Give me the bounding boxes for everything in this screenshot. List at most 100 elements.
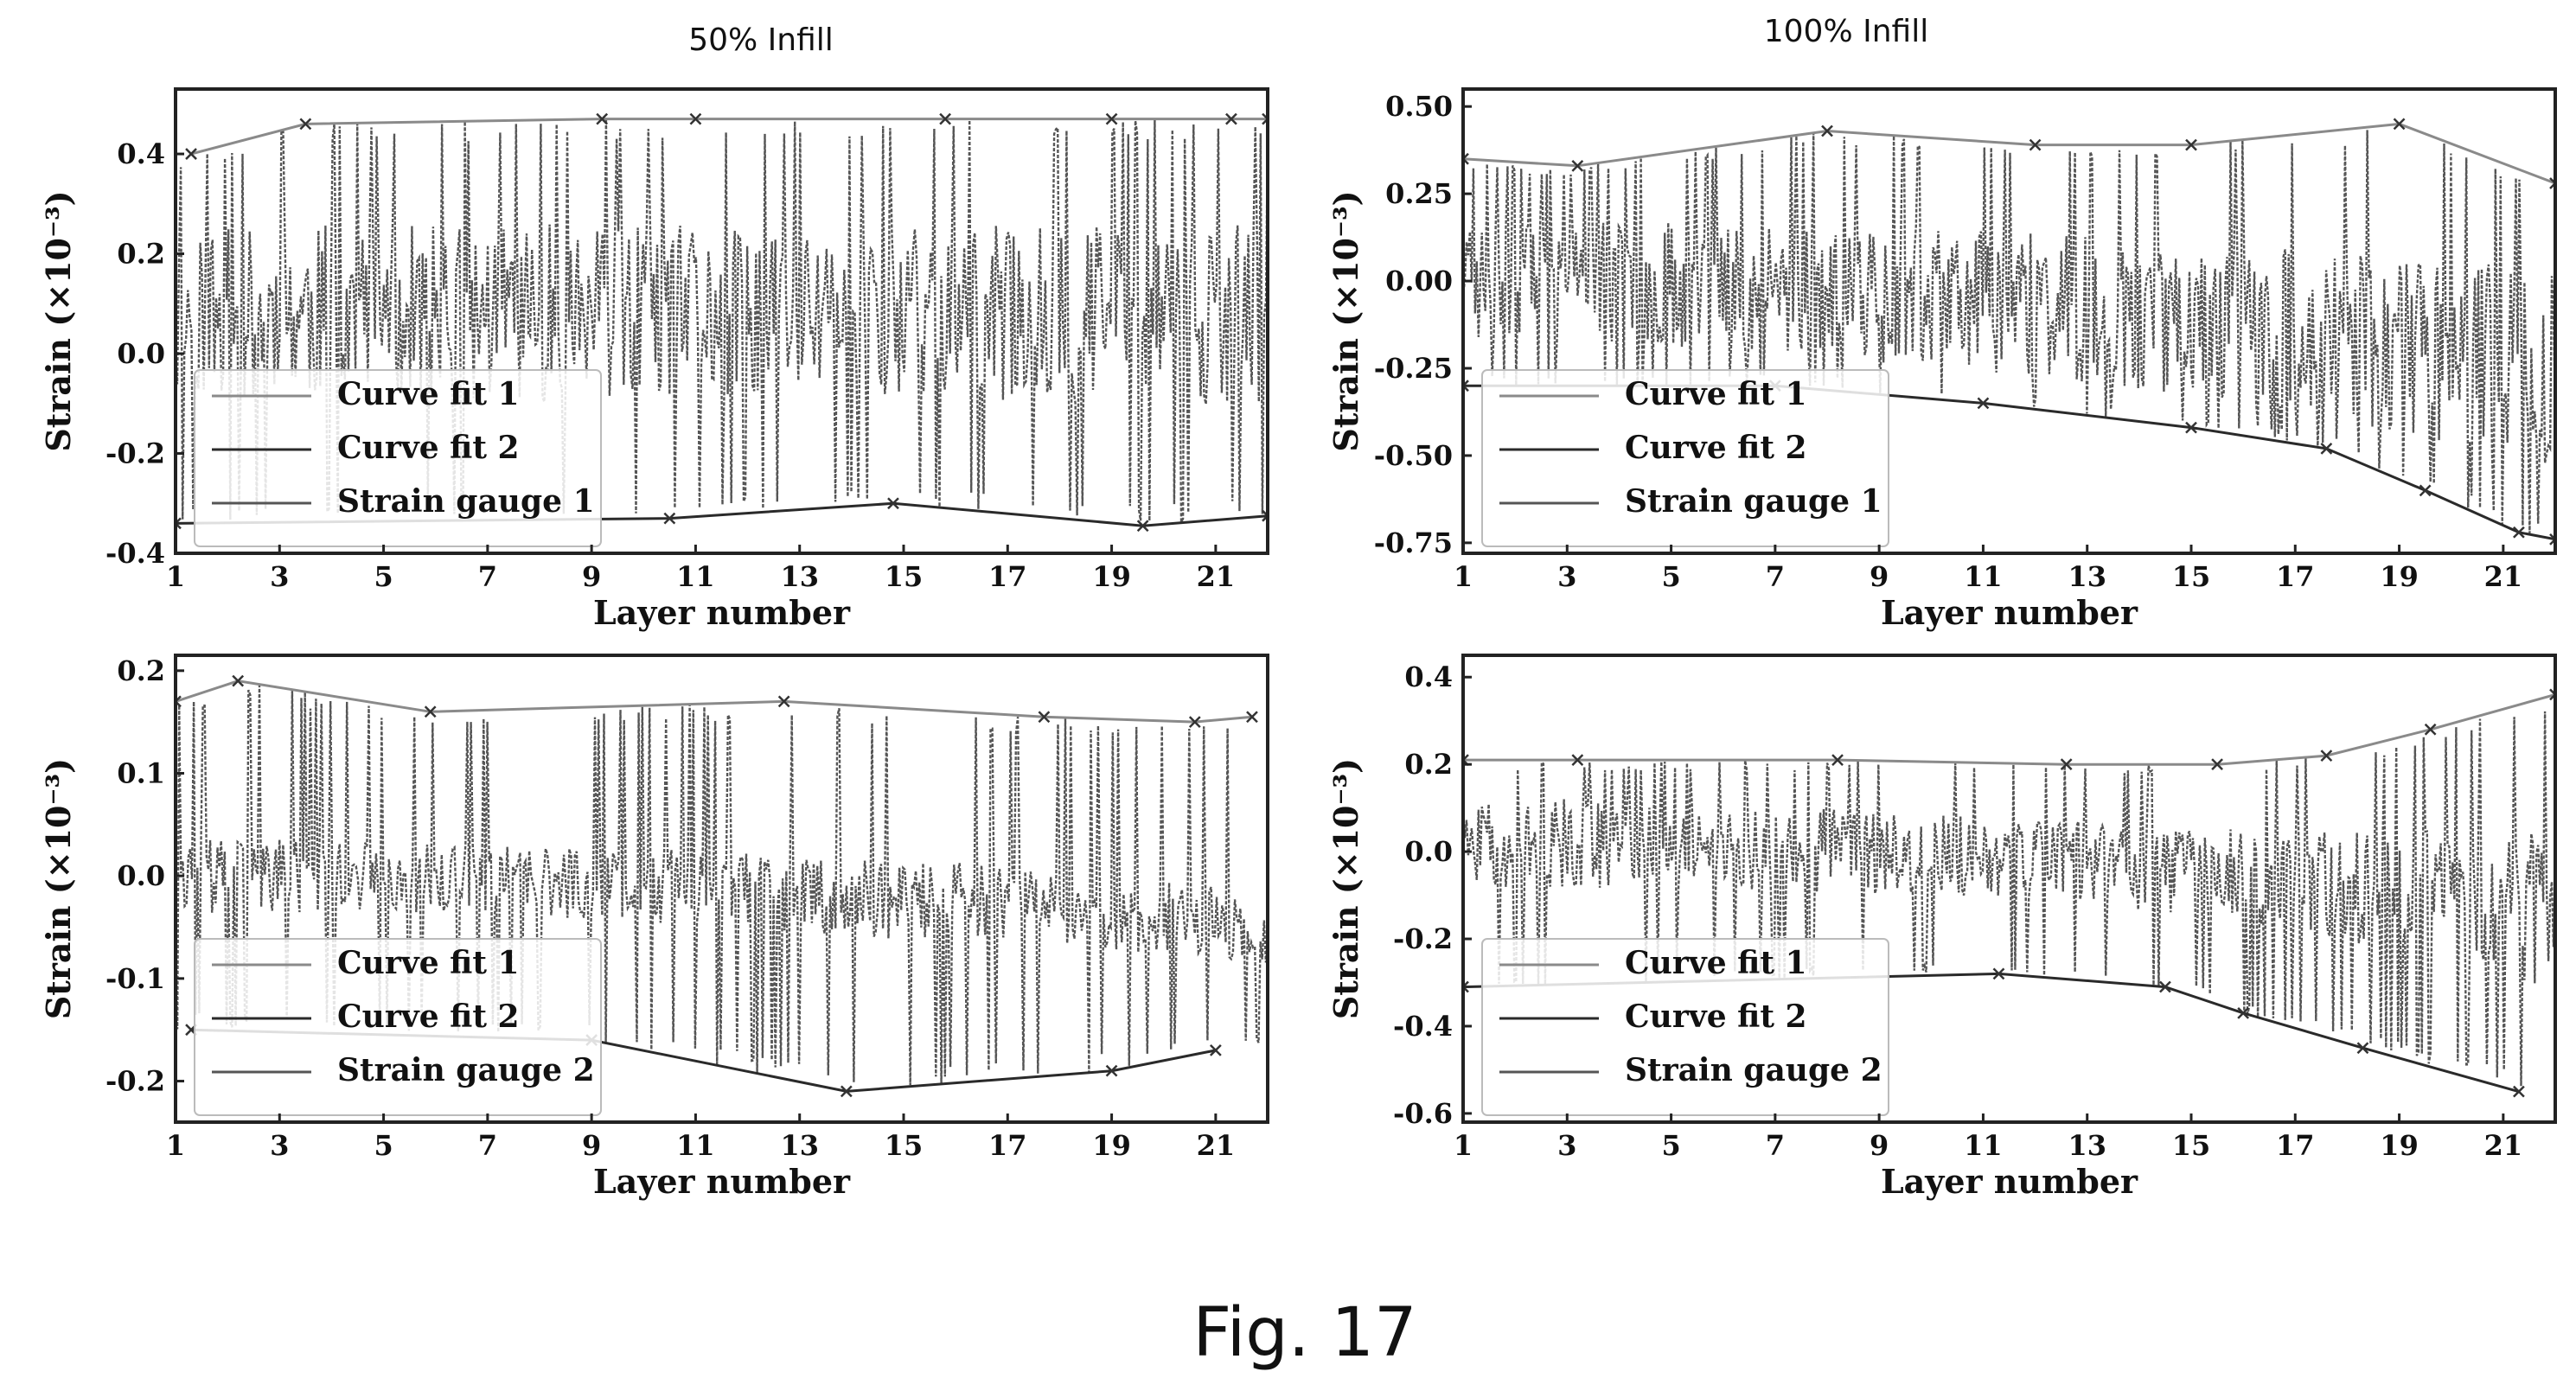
plot-frame	[1461, 87, 2557, 555]
x-tick-label: 19	[1092, 560, 1131, 593]
peak-marker	[2549, 533, 2555, 546]
x-axis-label: Layer number	[593, 593, 851, 632]
y-tick-label: -0.2	[105, 1065, 165, 1098]
x-tick-label: 1	[1454, 560, 1473, 593]
y-tick-label: 0.2	[117, 238, 165, 271]
y-tick-label: -0.6	[1393, 1097, 1453, 1130]
y-tick-label: -0.50	[1374, 439, 1453, 472]
y-axis-label: Strain (×10⁻³)	[39, 190, 78, 451]
legend-entry: Curve fit 1	[337, 945, 520, 981]
x-tick-label: 21	[2484, 1129, 2523, 1162]
curve-fit-1-line	[176, 680, 1253, 724]
x-tick-label: 21	[1197, 560, 1236, 593]
strain-gauge-line	[176, 685, 1268, 1086]
x-tick-label: 5	[1661, 1129, 1680, 1162]
y-axis-label: Strain (×10⁻³)	[39, 758, 78, 1019]
x-tick-label: 7	[1766, 1129, 1785, 1162]
x-tick-label: 11	[1964, 560, 2003, 593]
x-tick-label: 17	[988, 560, 1027, 593]
peak-marker	[1246, 711, 1258, 724]
peak-marker	[1188, 716, 1201, 729]
x-tick-label: 17	[2276, 1129, 2315, 1162]
x-tick-label: 5	[374, 560, 393, 593]
x-tick-label: 9	[1870, 1129, 1889, 1162]
legend-entry: Curve fit 2	[337, 999, 520, 1035]
peak-marker	[2424, 723, 2437, 736]
x-tick-label: 5	[1661, 560, 1680, 593]
y-tick-label: 0.0	[1404, 835, 1453, 868]
y-tick-label: 0.0	[117, 859, 165, 892]
x-tick-label: 15	[2172, 1129, 2211, 1162]
x-tick-label: 15	[885, 560, 924, 593]
peak-marker	[1463, 380, 1469, 392]
plot-frame	[1461, 654, 2557, 1124]
peak-marker	[1463, 152, 1469, 165]
peak-marker	[185, 148, 197, 160]
x-tick-label: 3	[270, 1129, 289, 1162]
x-tick-label: 11	[676, 1129, 715, 1162]
x-tick-label: 7	[478, 1129, 497, 1162]
x-tick-label: 21	[1197, 1129, 1236, 1162]
peak-marker	[596, 112, 609, 125]
x-tick-label: 15	[885, 1129, 924, 1162]
peak-marker	[2320, 750, 2333, 762]
peak-marker	[1225, 112, 1237, 125]
peak-marker	[2513, 1085, 2525, 1098]
y-tick-label: -0.75	[1374, 526, 1453, 559]
legend-entry: Curve fit 1	[1625, 376, 1807, 412]
y-axis-label: Strain (×10⁻³)	[1326, 190, 1365, 451]
x-tick-label: 13	[2068, 560, 2106, 593]
x-tick-label: 7	[478, 560, 497, 593]
peak-marker	[2356, 1042, 2369, 1055]
peak-marker	[1038, 711, 1051, 724]
legend-entry: Strain gauge 1	[1625, 483, 1882, 520]
peak-marker	[939, 112, 951, 125]
peak-marker	[1105, 1064, 1118, 1077]
peak-marker	[2549, 688, 2555, 701]
x-tick-label: 11	[1964, 1129, 2003, 1162]
y-tick-label: -0.25	[1374, 352, 1453, 385]
column-title-50-infill: 50% Infill	[688, 22, 834, 58]
x-tick-label: 11	[676, 560, 715, 593]
peak-marker	[1209, 1044, 1222, 1056]
peak-marker	[663, 512, 676, 525]
y-tick-label: -0.2	[1393, 922, 1453, 955]
x-tick-label: 1	[166, 560, 185, 593]
peak-marker	[777, 695, 790, 708]
legend: Curve fit 1 Curve fit 2 Strain gauge 1	[1481, 369, 1889, 547]
legend-entry: Curve fit 2	[337, 430, 520, 466]
y-tick-label: -0.4	[105, 537, 165, 570]
y-tick-label: -0.2	[105, 437, 165, 470]
chart-panel-top-left: Curve fit 1 Curve fit 2 Strain gauge 1 1 3 5 7…	[39, 87, 1269, 632]
peak-marker	[840, 1085, 853, 1098]
x-tick-label: 19	[2380, 560, 2419, 593]
x-tick-label: 3	[1557, 560, 1576, 593]
legend-entry: Curve fit 1	[1625, 945, 1807, 981]
peak-marker	[424, 705, 437, 718]
peak-marker	[1821, 124, 1833, 137]
legend-entry: Strain gauge 1	[337, 483, 595, 520]
strain-gauge-line	[1463, 130, 2555, 533]
peak-marker	[2159, 980, 2171, 993]
peak-marker	[176, 517, 182, 530]
x-tick-label: 13	[780, 560, 819, 593]
y-tick-label: -0.4	[1393, 1010, 1453, 1043]
x-tick-label: 5	[374, 1129, 393, 1162]
peak-marker	[2320, 442, 2333, 455]
legend-entry: Curve fit 2	[1625, 430, 1807, 466]
x-axis-label: Layer number	[593, 1162, 851, 1201]
x-tick-label: 1	[166, 1129, 185, 1162]
x-tick-label: 17	[2276, 560, 2315, 593]
figure-caption: Fig. 17	[1192, 1294, 1416, 1372]
y-tick-label: 0.1	[117, 756, 165, 789]
peak-marker	[2237, 1006, 2250, 1019]
peak-marker	[299, 118, 312, 131]
legend-entry: Curve fit 1	[337, 376, 520, 412]
peak-marker	[232, 674, 245, 687]
peak-marker	[2029, 138, 2042, 151]
y-tick-label: 0.2	[1404, 748, 1453, 781]
plot-frame	[174, 654, 1269, 1124]
